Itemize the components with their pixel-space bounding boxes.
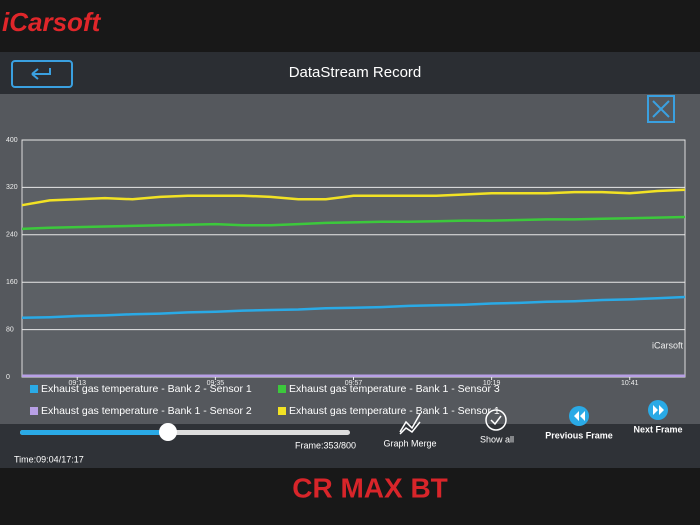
series-line	[21, 215, 686, 231]
time-display: Time:09:04/17:17	[14, 454, 84, 464]
next-label: Next Frame	[633, 424, 682, 434]
x-tick-label: 09:13	[68, 380, 86, 387]
brand: iCarsoft	[2, 7, 102, 37]
back-icon	[31, 68, 51, 80]
y-tick-label: 160	[6, 279, 18, 286]
back-frame	[11, 60, 73, 88]
graph-merge-label: Graph Merge	[383, 438, 436, 448]
watermark: iCarsoft	[652, 340, 684, 350]
graph-merge-button[interactable]: Graph Merge	[383, 413, 437, 448]
legend-label: Exhaust gas temperature - Bank 1 - Senso…	[41, 405, 252, 417]
model-name: CR MAX BT	[292, 472, 448, 503]
x-tick-label: 09:57	[345, 380, 363, 387]
series-line	[21, 295, 686, 320]
y-tick-label: 400	[6, 137, 18, 144]
previous-frame-button[interactable]: Previous Frame	[545, 406, 613, 440]
x-tick-label: 10:19	[483, 380, 501, 387]
header-title: DataStream Record	[289, 64, 422, 81]
close-button[interactable]	[647, 95, 675, 123]
legend-swatch	[30, 407, 38, 415]
previous-label: Previous Frame	[545, 430, 613, 440]
legend-label: Exhaust gas temperature - Bank 1 - Senso…	[289, 405, 500, 417]
legend: Exhaust gas temperature - Bank 2 - Senso…	[30, 383, 500, 417]
legend-label: Exhaust gas temperature - Bank 1 - Senso…	[289, 383, 500, 395]
check-mark	[490, 415, 502, 426]
next-arrows	[653, 405, 664, 415]
next-frame-button[interactable]: Next Frame	[633, 400, 683, 434]
legend-swatch	[278, 407, 286, 415]
legend-swatch	[30, 385, 38, 393]
previous-arrows	[574, 411, 585, 421]
close-frame	[647, 95, 675, 123]
y-tick-label: 320	[6, 184, 18, 191]
y-tick-label: 0	[6, 374, 10, 381]
show-all-label: Show all	[480, 434, 514, 444]
legend-swatch	[278, 385, 286, 393]
x-tick-label: 09:35	[207, 380, 225, 387]
close-icon	[652, 100, 670, 118]
y-tick-label: 80	[6, 326, 14, 333]
x-tick-label: 10:41	[621, 380, 639, 387]
graph-merge-icon	[399, 413, 421, 435]
header-bar	[0, 52, 700, 94]
slider-knob[interactable]	[159, 423, 177, 441]
y-tick-label: 240	[6, 232, 18, 239]
back-button[interactable]	[11, 60, 73, 88]
slider-fill	[20, 430, 168, 435]
show-all-icon	[485, 409, 507, 431]
legend-label: Exhaust gas temperature - Bank 2 - Senso…	[41, 383, 252, 395]
series-line	[21, 188, 686, 207]
plot-area	[21, 139, 686, 378]
show-all-button[interactable]: Show all	[480, 409, 514, 444]
plot: 0 80 160 240 320 400 09:13 09:35 09:57 10:19 10:41	[6, 137, 686, 387]
frame-counter: Frame:353/800	[295, 440, 356, 450]
